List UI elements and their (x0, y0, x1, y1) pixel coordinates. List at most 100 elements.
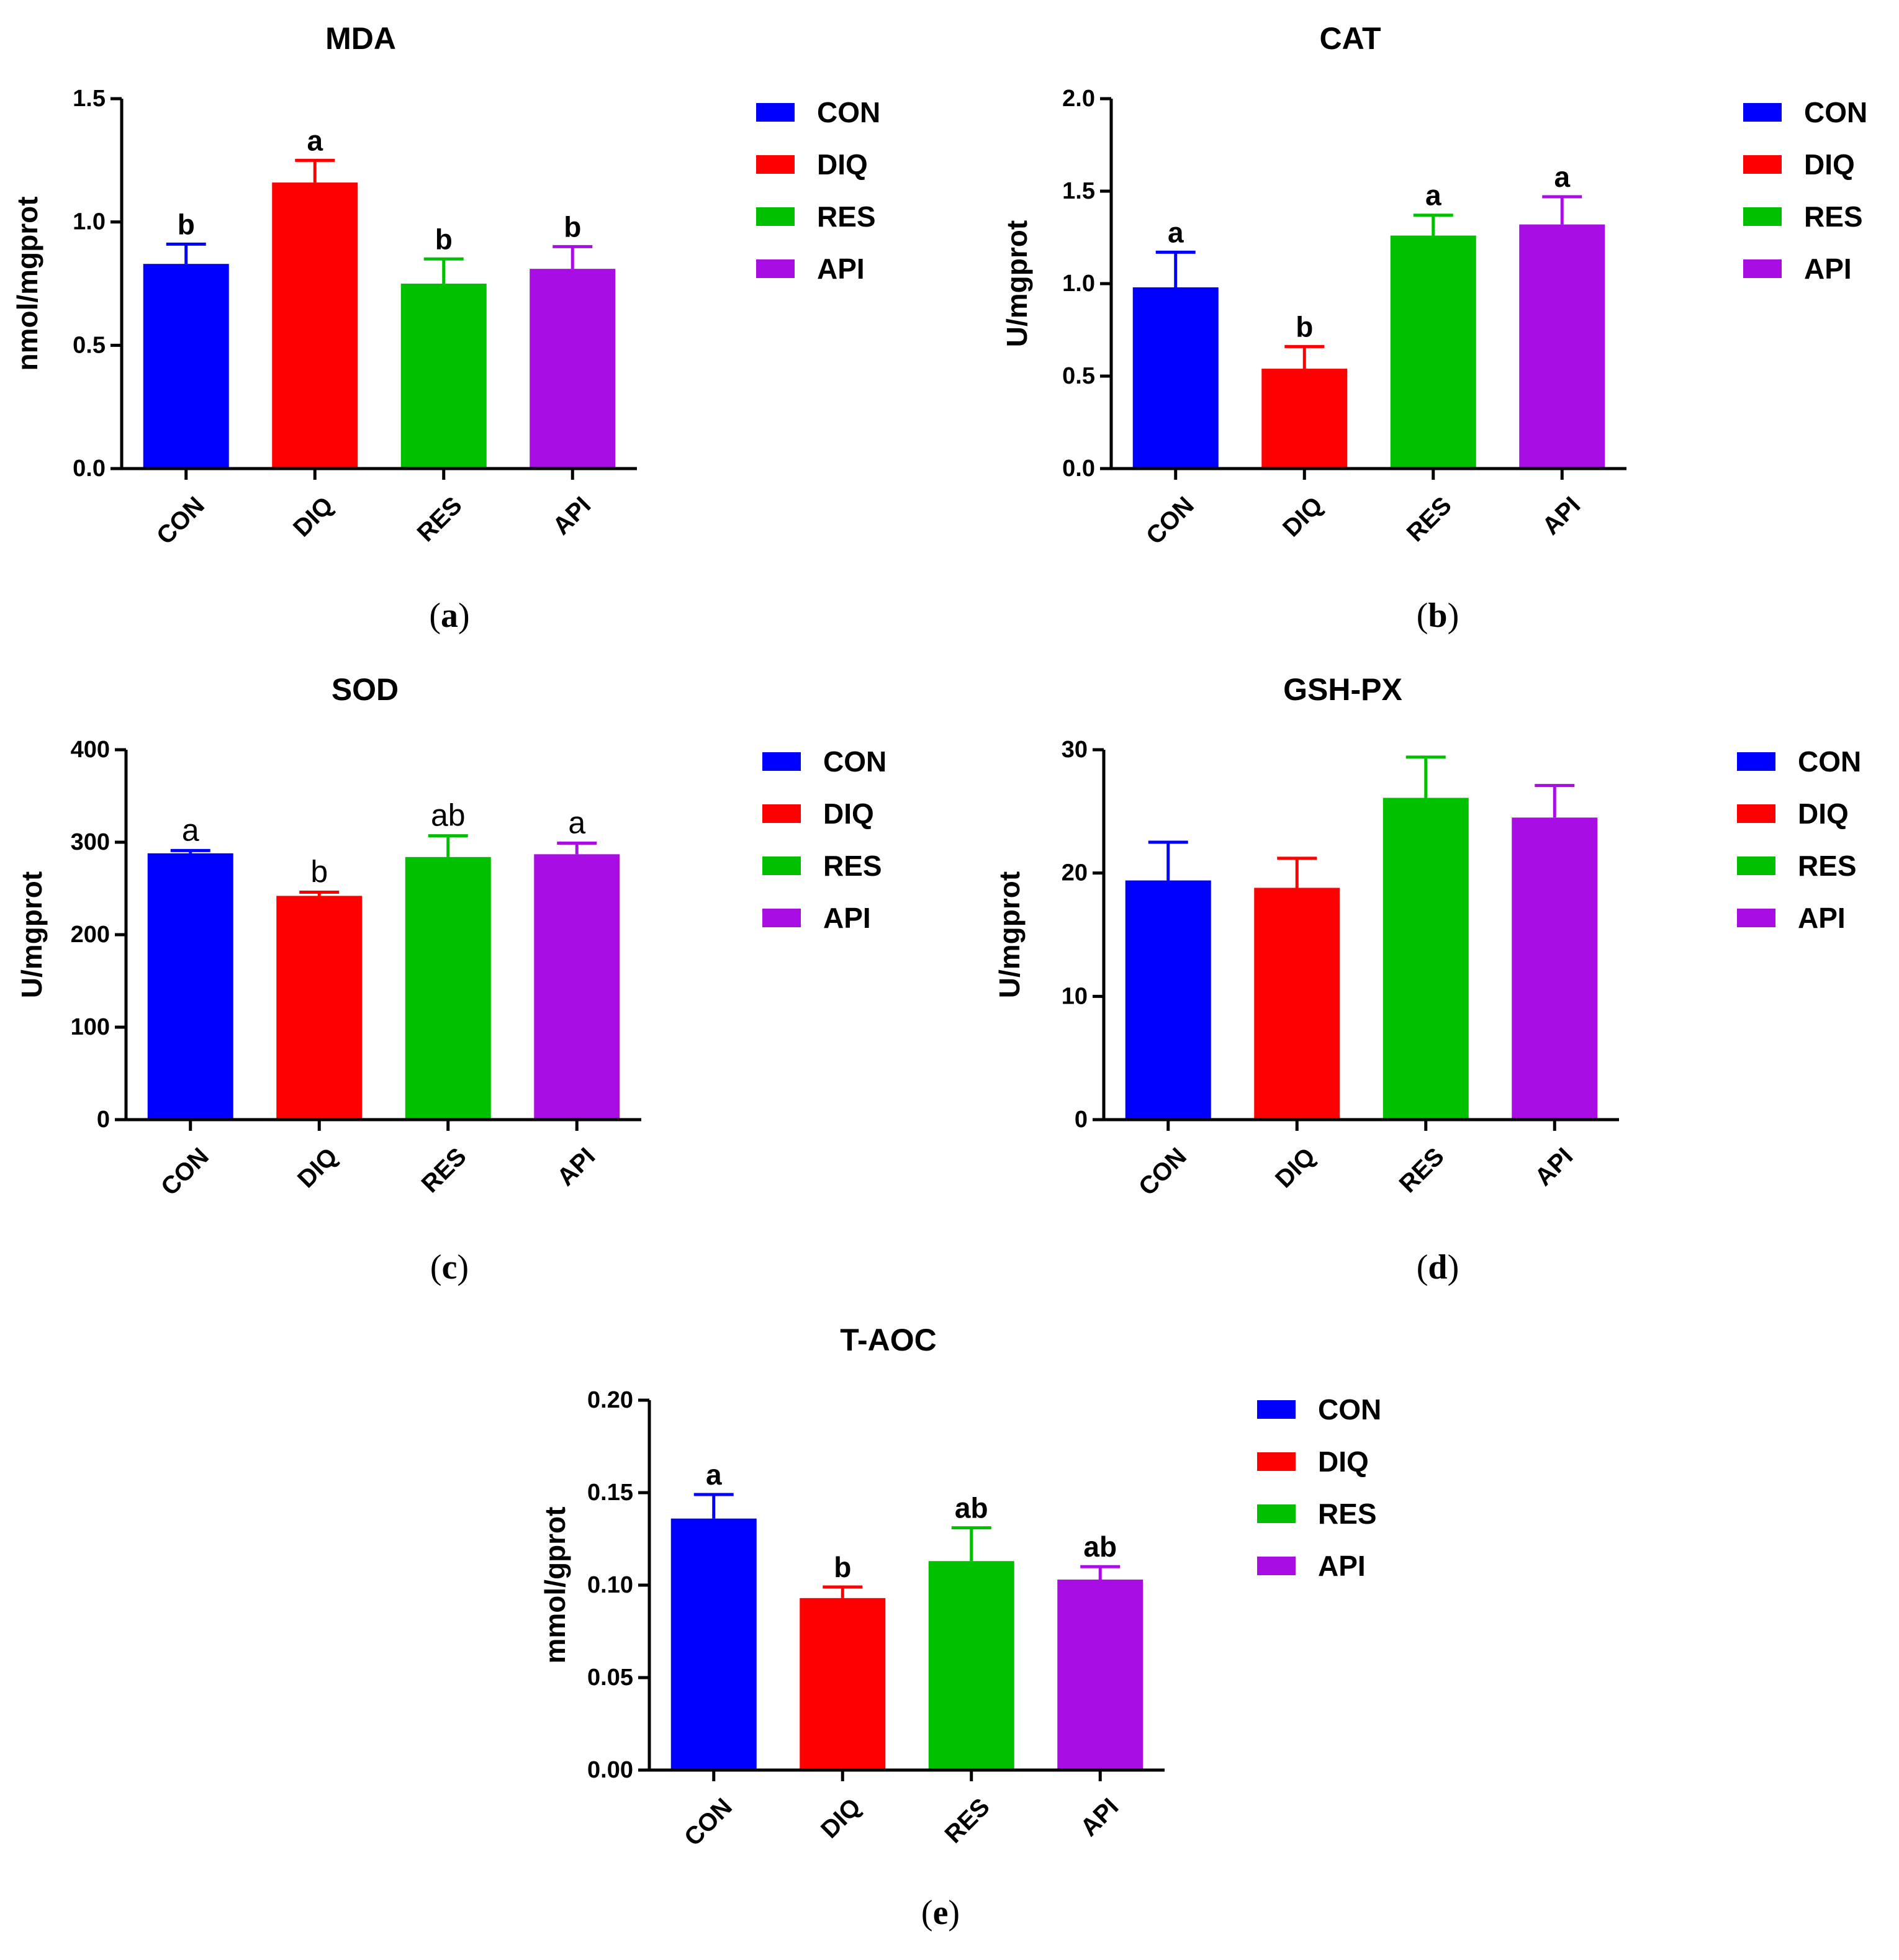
y-tick-label: 0.15 (587, 1480, 633, 1506)
bar-diq (1254, 888, 1340, 1120)
legend-label-con: CON (1804, 96, 1867, 128)
bar-con (1125, 880, 1211, 1120)
error-bar-diq (1277, 856, 1317, 888)
y-tick-label: 1.0 (1062, 271, 1095, 297)
error-bar-diq (1284, 344, 1325, 369)
y-tick-label: 1.5 (1062, 178, 1095, 204)
significance-label-api: b (564, 210, 581, 243)
panel-letter: b (1428, 596, 1447, 635)
x-tick-label-api: API (1075, 1793, 1124, 1841)
chart-title: GSH-PX (1283, 672, 1402, 707)
legend-swatch-diq (756, 155, 795, 174)
x-tick-label-diq: DIQ (288, 492, 338, 542)
bar-res (1383, 798, 1469, 1120)
legend-label-diq: DIQ (1318, 1445, 1369, 1478)
bar-api (1519, 224, 1605, 469)
x-tick-label-api: API (1530, 1143, 1578, 1191)
panel-letter: a (441, 596, 458, 635)
legend-swatch-diq (1257, 1452, 1296, 1471)
significance-label-res: a (1425, 179, 1441, 212)
legend-swatch-res (1737, 856, 1775, 875)
error-bar-diq (823, 1585, 863, 1598)
x-tick-label-con: CON (156, 1143, 214, 1201)
error-bar-con (1155, 250, 1196, 287)
y-tick-label: 30 (1062, 737, 1088, 763)
error-bar-con (170, 848, 210, 853)
significance-label-diq: b (310, 854, 328, 889)
x-tick-label-api: API (1537, 492, 1586, 540)
error-bar-res (951, 1526, 991, 1562)
legend-swatch-con (1257, 1400, 1296, 1419)
error-bar-res (423, 257, 464, 284)
legend-label-res: RES (1318, 1498, 1377, 1530)
bar-con (147, 853, 233, 1120)
y-tick-label: 0.0 (73, 456, 106, 482)
bar-diq (800, 1598, 886, 1770)
significance-label-api: a (568, 805, 585, 840)
x-tick-label-diq: DIQ (816, 1793, 866, 1843)
x-tick-label-diq: DIQ (292, 1143, 343, 1193)
significance-label-api: a (1554, 161, 1570, 193)
y-tick-label: 0.00 (587, 1757, 633, 1783)
y-axis-label: U/mgprot (16, 871, 48, 998)
y-tick-label: 0 (97, 1107, 110, 1133)
legend-swatch-res (762, 856, 801, 875)
legend-swatch-api (1257, 1557, 1296, 1575)
error-bar-api (553, 245, 593, 269)
error-bar-api (1080, 1565, 1121, 1580)
x-tick-label-res: RES (940, 1793, 995, 1848)
legend-swatch-api (1737, 909, 1775, 927)
legend-swatch-api (1743, 259, 1782, 278)
legend-label-api: API (1798, 902, 1846, 934)
chart-panel-e: T-AOC mmol/gprot a CON b DIQ ab RES ab API 0.00 0.0… (539, 1323, 1381, 1932)
significance-label-con: a (706, 1459, 722, 1491)
bar-diq (276, 896, 363, 1120)
bar-res (928, 1561, 1014, 1770)
x-tick-label-api: API (548, 492, 596, 540)
legend-swatch-res (756, 207, 795, 226)
y-tick-label: 0.5 (1062, 363, 1095, 389)
legend-label-api: API (1804, 253, 1852, 285)
significance-label-res: b (435, 223, 453, 255)
error-bar-diq (299, 890, 340, 896)
significance-label-res: ab (955, 1492, 988, 1524)
legend-swatch-con (762, 752, 801, 771)
chart-panel-b: CAT U/mgprot a CON b DIQ a RES a API 0.0 0.5 1.0 1.5 2… (1001, 21, 1867, 635)
y-tick-label: 0.10 (587, 1572, 633, 1598)
x-tick-label-res: RES (412, 492, 467, 547)
legend-label-api: API (817, 253, 865, 285)
error-bar-res (1413, 214, 1453, 236)
legend-swatch-diq (1743, 155, 1782, 174)
panel-caption: (b) (1417, 596, 1459, 635)
panel-letter: e (933, 1894, 949, 1932)
error-bar-con (1148, 840, 1188, 881)
significance-label-con: a (1168, 216, 1184, 248)
panel-caption: (a) (429, 596, 469, 635)
legend-label-con: CON (817, 96, 880, 128)
y-tick-label: 400 (71, 737, 110, 763)
bar-con (670, 1518, 757, 1770)
legend-label-diq: DIQ (823, 798, 874, 830)
legend-swatch-diq (762, 804, 801, 823)
significance-label-diq: b (834, 1551, 851, 1583)
bar-con (1132, 287, 1219, 469)
legend-swatch-api (762, 909, 801, 927)
chart-panel-d: GSH-PX U/mgprot CON DIQ RES API 0 10 20 30 CON DIQ R… (993, 672, 1861, 1287)
error-bar-con (166, 242, 206, 264)
error-bar-api (1542, 195, 1582, 225)
x-tick-label-con: CON (151, 492, 210, 550)
bar-api (530, 269, 616, 469)
panel-caption: (e) (921, 1894, 960, 1932)
y-tick-label: 0.5 (73, 332, 106, 358)
y-tick-label: 2.0 (1062, 86, 1095, 112)
error-bar-diq (295, 158, 335, 183)
y-tick-label: 200 (71, 922, 110, 948)
y-tick-label: 100 (71, 1014, 110, 1040)
y-axis-label: U/mgprot (1001, 220, 1033, 347)
bar-res (405, 856, 491, 1120)
legend-label-con: CON (1318, 1393, 1381, 1426)
legend-swatch-res (1257, 1504, 1296, 1523)
legend-swatch-res (1743, 207, 1782, 226)
significance-label-diq: a (307, 124, 323, 156)
